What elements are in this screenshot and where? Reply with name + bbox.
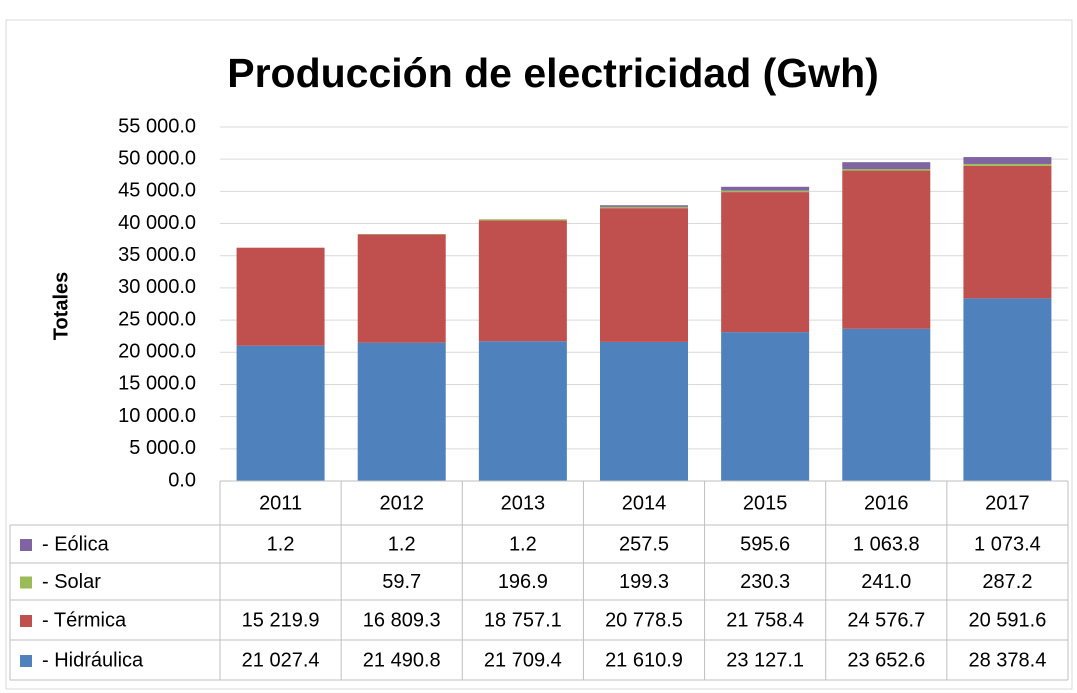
data-label: 59.7	[382, 571, 421, 593]
data-label: 241.0	[861, 571, 911, 593]
bar-segment	[963, 163, 1052, 166]
y-tick-label: 45 000.0	[118, 180, 196, 202]
bar-segment	[600, 341, 688, 481]
data-label: 20 591.6	[968, 609, 1046, 631]
data-label: 28 378.4	[968, 649, 1046, 671]
y-tick-label: 5 000.0	[129, 437, 196, 459]
data-label: 23 127.1	[726, 649, 804, 671]
data-label: 257.5	[619, 533, 669, 555]
y-tick-label: 50 000.0	[118, 147, 196, 169]
data-label: 21 610.9	[605, 649, 683, 671]
data-label: 1 073.4	[974, 533, 1041, 555]
y-tick-label: 25 000.0	[118, 308, 196, 330]
y-tick-label: 0.0	[168, 469, 196, 491]
y-tick-label: 30 000.0	[118, 276, 196, 298]
chart-title: Producción de electricidad (Gwh)	[227, 50, 879, 96]
data-label: 21 490.8	[363, 649, 441, 671]
x-tick-label: 2014	[622, 492, 667, 514]
y-tick-label: 40 000.0	[118, 212, 196, 234]
x-tick-label: 2016	[864, 492, 909, 514]
data-label: 24 576.7	[847, 609, 925, 631]
y-tick-label: 10 000.0	[118, 405, 196, 427]
data-label: 196.9	[498, 571, 548, 593]
bar-segment	[478, 220, 567, 342]
y-tick-label: 20 000.0	[118, 341, 196, 363]
y-axis-label: Totales	[50, 272, 72, 341]
bar-segment	[478, 219, 567, 221]
data-label: 16 809.3	[363, 609, 441, 631]
bar-segment	[963, 165, 1052, 299]
x-tick-label: 2015	[743, 492, 788, 514]
data-label: 199.3	[619, 571, 669, 593]
data-label: 21 758.4	[726, 609, 804, 631]
bar-segment	[842, 162, 931, 170]
bar-segment	[357, 234, 446, 343]
data-label: 287.2	[982, 571, 1032, 593]
data-label: 1.2	[388, 533, 416, 555]
data-label: 21 027.4	[242, 649, 320, 671]
data-label: 15 219.9	[242, 609, 320, 631]
x-tick-label: 2012	[379, 492, 424, 514]
bar-segment	[357, 342, 446, 481]
data-label: 1.2	[509, 533, 537, 555]
legend-swatch	[20, 615, 32, 627]
data-label: 1 063.8	[853, 533, 920, 555]
legend-swatch	[20, 655, 32, 667]
bar-segment	[236, 345, 325, 481]
bar-segment	[721, 192, 810, 333]
bar-segment	[963, 298, 1052, 481]
legend-swatch	[20, 576, 32, 589]
bar-segment	[842, 328, 931, 481]
bar-segment	[600, 206, 688, 209]
bar-segment	[478, 341, 567, 481]
y-tick-label: 15 000.0	[118, 373, 196, 395]
bar-segment	[236, 247, 325, 346]
x-tick-label: 2013	[501, 492, 546, 514]
x-tick-label: 2011	[259, 492, 302, 514]
y-tick-label: 35 000.0	[118, 244, 196, 266]
data-label: 230.3	[740, 571, 790, 593]
legend-label: - Eólica	[42, 533, 110, 555]
bar-segment	[721, 186, 810, 191]
legend-label: - Solar	[42, 571, 101, 593]
legend-label: - Hidráulica	[42, 649, 144, 671]
y-tick-label: 55 000.0	[118, 115, 196, 137]
data-label: 595.6	[740, 533, 790, 555]
legend-label: - Térmica	[42, 609, 127, 631]
data-label: 18 757.1	[484, 609, 562, 631]
bar-segment	[963, 157, 1052, 164]
data-label: 23 652.6	[847, 649, 925, 671]
bar-segment	[842, 170, 931, 329]
bar-segment	[600, 208, 688, 342]
data-label: 20 778.5	[605, 609, 683, 631]
bar-segment	[721, 332, 810, 481]
bar-segment	[842, 169, 931, 171]
bar-segment	[721, 190, 810, 193]
x-tick-label: 2017	[985, 492, 1030, 514]
data-label: 1.2	[267, 533, 295, 555]
data-label: 21 709.4	[484, 649, 562, 671]
bar-segment	[600, 205, 688, 207]
legend-swatch	[20, 539, 32, 551]
